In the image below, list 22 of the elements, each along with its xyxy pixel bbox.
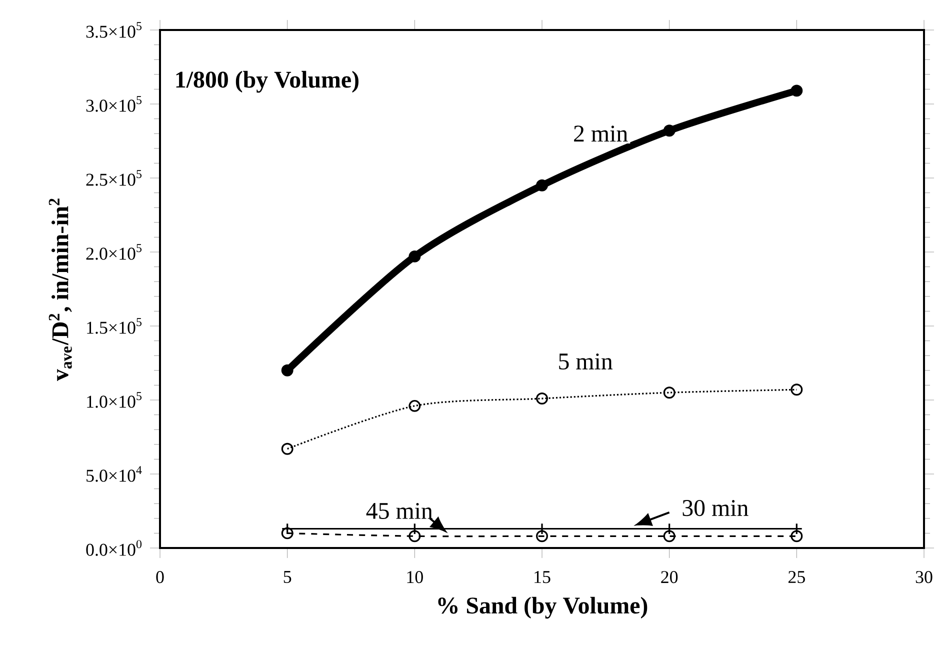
y-tick-label: 5.0×10$^{4}$ [86, 466, 142, 482]
y-tick-label: 1.5×10$^{5}$ [87, 318, 142, 334]
y-tick-label: 0.0×10$^{0}$ [86, 540, 142, 556]
y-tick-label: 3.0×10$^{5}$ [86, 96, 142, 112]
series-label: 45 min [366, 502, 433, 520]
legend-label: 30 min [682, 500, 748, 516]
x-axis-title: % Sand (by Volume) [438, 596, 648, 619]
y-tick-label: 2.0×10$^{5}$ [86, 244, 142, 260]
y-tick-label: 1.0×10$^{5}$ [87, 392, 142, 408]
x-tick-label: 0 [156, 571, 164, 584]
x-tick-label: 20 [661, 571, 678, 584]
y-axis-title: v$_{ave}$/D$^{2}$, in/min-in$^{2}$ [48, 198, 72, 382]
x-tick-label: 10 [407, 571, 423, 584]
y-tick-label: 2.5×10$^{5}$ [86, 170, 142, 186]
x-tick-label: 15 [534, 571, 550, 584]
x-tick-label: 5 [284, 571, 292, 583]
annotation: 1/800 (by Volume) [176, 70, 358, 93]
series-label: 5 min [559, 353, 613, 370]
series-label: 2 min [574, 126, 628, 142]
x-tick-label: 25 [788, 571, 805, 584]
x-tick-label: 30 [916, 571, 932, 584]
y-tick-label: 3.5×10$^{5}$ [86, 22, 142, 38]
